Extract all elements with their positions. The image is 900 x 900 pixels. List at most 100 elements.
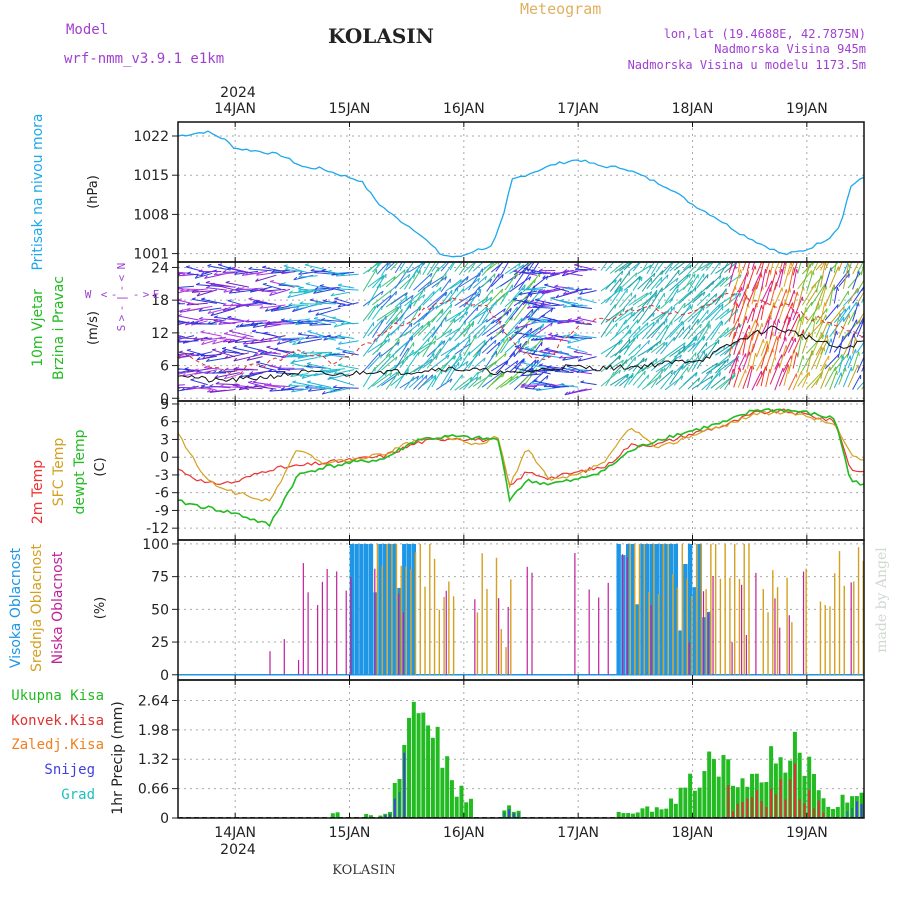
wind-arrow — [468, 339, 486, 356]
wind-arrow — [824, 304, 839, 321]
wind-arrow — [783, 262, 788, 275]
temp-series-2 — [177, 407, 865, 528]
wind-arrow-head — [858, 271, 860, 276]
cloud-bar-mid — [452, 596, 455, 675]
wind-arrow — [609, 359, 624, 370]
precip-bar-conv — [755, 790, 758, 818]
wind-arrow — [261, 288, 286, 292]
wind-arrow-head — [464, 321, 466, 326]
cloud-bar-mid — [829, 606, 831, 675]
cloud-bar-mid — [791, 622, 793, 675]
cloud-bar-low — [588, 589, 590, 675]
wind-arrow — [687, 354, 700, 373]
wind-arrow-head — [576, 316, 582, 319]
wind-arrow-head — [540, 314, 545, 317]
wind-arrow-head — [327, 271, 331, 275]
wind-arrow-head — [453, 355, 455, 360]
wind-arrow — [660, 277, 679, 293]
wind-arrow-head — [288, 302, 293, 306]
wind-arrow — [567, 337, 588, 344]
wind-arrow-head — [270, 270, 275, 274]
wind-arrow — [573, 351, 592, 356]
wind-arrow-head — [409, 304, 412, 309]
wind-arrow-head — [274, 347, 279, 350]
wind-arrow — [742, 272, 748, 291]
wind-arrow — [257, 350, 281, 355]
precip-bar-total — [797, 752, 802, 818]
wind-arrow — [701, 303, 721, 324]
wind-arrow — [614, 319, 627, 338]
wind-arrow — [715, 358, 729, 374]
wind-arrow-head — [218, 321, 223, 325]
wind-arrow — [792, 296, 803, 321]
wind-arrow — [824, 338, 832, 355]
wind-arrow-head — [222, 269, 227, 273]
wind-arrow-head — [238, 386, 243, 391]
wind-arrow-head — [250, 321, 255, 326]
wind-arrow — [417, 290, 435, 309]
wind-arrow — [569, 337, 592, 339]
wind-arrow — [650, 262, 660, 275]
wind-arrow-head — [630, 355, 633, 361]
wind-arrow — [449, 374, 463, 391]
wind-arrow-head — [513, 297, 518, 300]
wind-arrow — [525, 332, 542, 339]
wind-arrow — [504, 262, 521, 275]
wind-arrow — [291, 388, 309, 393]
wind-arrow — [403, 342, 415, 358]
wind-arrow-head — [517, 339, 521, 344]
wind-arrow-head — [550, 322, 553, 327]
precip-bar-total — [364, 814, 369, 818]
wind-arrow — [705, 320, 723, 342]
wind-arrow — [852, 337, 856, 354]
wind-arrow-head — [307, 309, 312, 313]
wind-arrow — [618, 272, 638, 290]
wind-arrow-head — [536, 387, 540, 392]
wind-arrow — [687, 290, 703, 306]
wind-arrow-head — [389, 372, 393, 377]
cloud-bar-mid — [633, 543, 636, 675]
cloud-bar-high — [616, 543, 621, 675]
cloud-bar-mid — [414, 552, 417, 675]
wind-arrow-head — [425, 375, 428, 380]
wind-arrow-head — [173, 367, 177, 369]
wind-arrow-head — [642, 357, 645, 362]
wind-arrow-head — [554, 284, 559, 287]
precip-bar-total — [759, 782, 764, 818]
wind-arrow — [390, 292, 408, 305]
wind-arrow — [760, 340, 768, 357]
pressure-border — [177, 121, 865, 263]
wind-arrow — [539, 364, 565, 370]
wind-arrow-head — [642, 307, 645, 313]
wind-arrow — [337, 335, 355, 339]
wind-arrow — [820, 355, 830, 372]
wind-arrow — [178, 340, 199, 343]
compass-dash-e: - — [133, 288, 140, 301]
wind-arrow — [542, 273, 561, 279]
wind-arrow — [833, 287, 838, 304]
wind-arrow — [287, 319, 309, 322]
wind-arrow-head — [539, 349, 544, 352]
wind-arrow — [829, 354, 843, 371]
wind-arrow — [687, 323, 702, 340]
wind-arrow — [578, 356, 597, 362]
wind-arrow — [250, 286, 272, 293]
wind-arrow — [609, 310, 622, 324]
wind-arrow — [468, 375, 482, 389]
precip-bar-conv — [746, 798, 749, 818]
wind-arrow — [185, 288, 208, 292]
wind-arrow — [609, 345, 630, 358]
wind-arrow-head — [254, 352, 259, 356]
temp-ytick-label-3: 0 — [160, 450, 169, 466]
wind-arrow — [426, 291, 447, 308]
wind-arrow — [788, 373, 797, 391]
wind-arrow-head — [258, 364, 263, 367]
wind-arrow-head — [204, 365, 209, 369]
cloud-bar-high — [673, 543, 679, 675]
wind-arrow-head — [690, 305, 693, 310]
wind-arrow-head — [506, 311, 510, 316]
wind-arrow-head — [678, 270, 680, 275]
precip-bar-conv — [793, 763, 796, 818]
wind-arrow-head — [488, 256, 489, 260]
wind-arrow-head — [292, 308, 296, 312]
